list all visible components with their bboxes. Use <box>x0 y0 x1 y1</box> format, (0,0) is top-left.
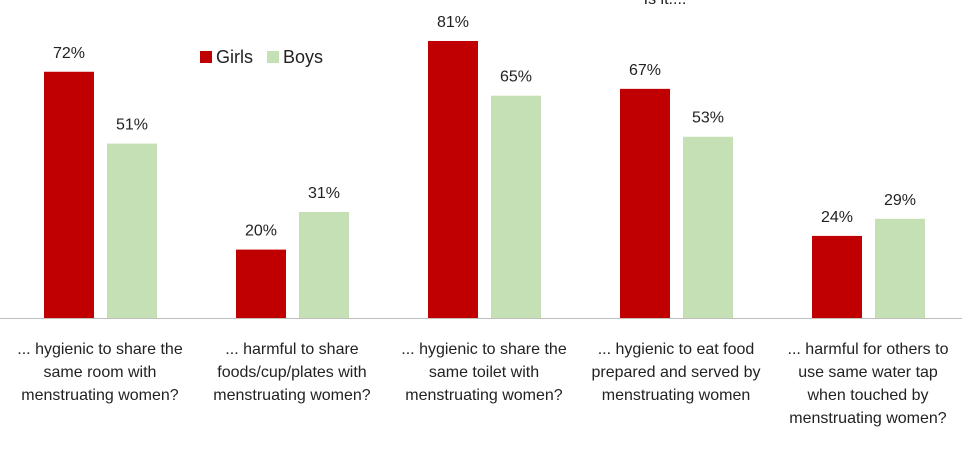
data-label: 53% <box>692 110 724 127</box>
bar <box>620 88 670 318</box>
x-tick-label: ... harmful to share foods/cup/plates wi… <box>213 341 371 404</box>
x-tick-label: ... harmful for others to use same water… <box>787 341 949 427</box>
bar <box>44 71 94 318</box>
legend-swatch <box>267 51 279 63</box>
data-label: 65% <box>500 69 532 86</box>
legend-label: Girls <box>216 47 253 67</box>
data-label: 29% <box>884 192 916 209</box>
chart-title: Is it.... <box>644 0 687 8</box>
data-label: 20% <box>245 223 277 240</box>
x-tick-label: ... hygienic to share the same room with… <box>17 341 183 404</box>
data-label: 81% <box>437 14 469 31</box>
bar <box>812 235 862 318</box>
x-tick-label: ... hygienic to share the same toilet wi… <box>401 341 567 404</box>
data-label: 51% <box>116 117 148 134</box>
bar <box>683 136 733 318</box>
data-label: 67% <box>629 62 661 79</box>
bar <box>299 211 349 318</box>
bar <box>107 143 157 318</box>
bar <box>491 95 541 318</box>
bar <box>236 249 286 318</box>
bar <box>428 40 478 318</box>
bar <box>875 218 925 318</box>
data-label: 31% <box>308 185 340 202</box>
data-label: 24% <box>821 209 853 226</box>
x-tick-label: ... hygienic to eat food prepared and se… <box>591 341 761 404</box>
legend-swatch <box>200 51 212 63</box>
data-label: 72% <box>53 45 85 62</box>
legend-label: Boys <box>283 47 323 67</box>
